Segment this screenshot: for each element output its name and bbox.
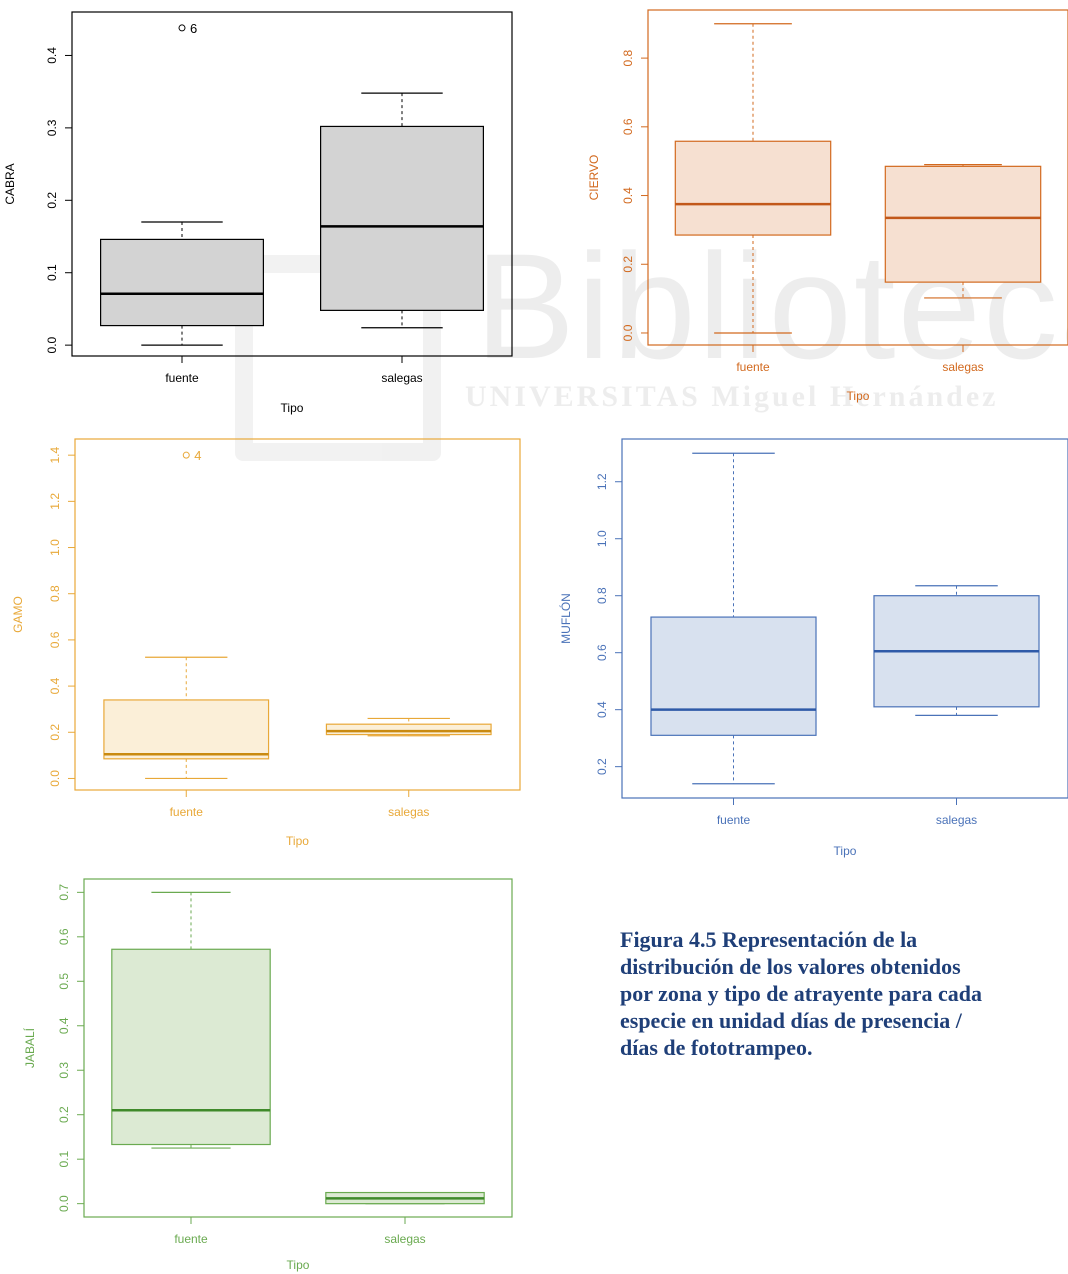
y-tick-label: 0.6: [57, 928, 71, 945]
box-iqr: [320, 125, 485, 311]
chart-muflon: 0.2 0.4 0.6 0.8 1.0 1.2 fuente salegas MUFLÓN Tip…: [558, 438, 1068, 858]
y-tick-label: 0.1: [45, 264, 59, 281]
y-tick-label: 0.0: [621, 324, 635, 341]
y-tick-label: 0.2: [48, 724, 62, 741]
x-axis-label: Tipo: [281, 401, 304, 415]
y-tick-label: 0.8: [48, 585, 62, 602]
x-tick-label: salegas: [381, 371, 422, 385]
outlier-label: 4: [194, 448, 201, 463]
plot-frame: [83, 878, 513, 1218]
chart-jabali: 0.0 0.1 0.2 0.3 0.4 0.5 0.6 0.7 fuente salegas JAB…: [22, 878, 513, 1272]
plot-frame: [71, 11, 513, 357]
outlier-point: [178, 24, 186, 32]
y-tick-label: 0.0: [57, 1195, 71, 1212]
y-tick-label: 0.3: [45, 119, 59, 136]
y-axis-label: CIERVO: [587, 155, 601, 201]
plot-frame: [647, 9, 1068, 346]
x-tick-label: fuente: [165, 371, 199, 385]
box-iqr: [650, 616, 817, 736]
chart-gamo: 0.0 0.2 0.4 0.6 0.8 1.0 1.2 1.4 4 fuente salegas GA…: [11, 438, 521, 848]
x-tick-label: salegas: [942, 360, 983, 374]
x-axis-label: Tipo: [286, 834, 309, 848]
x-tick-label: salegas: [388, 805, 429, 819]
box-iqr: [111, 948, 271, 1146]
y-tick-label: 0.2: [621, 256, 635, 273]
y-tick-label: 1.4: [48, 447, 62, 464]
box-iqr: [884, 165, 1042, 283]
chart-ciervo: 0.0 0.2 0.4 0.6 0.8 fuente salegas CIERVO Tipo: [587, 9, 1068, 403]
y-tick-label: 0.6: [48, 631, 62, 648]
y-tick-label: 0.0: [48, 770, 62, 787]
x-tick-label: fuente: [170, 805, 204, 819]
box-iqr: [99, 238, 265, 327]
x-axis-label: Tipo: [287, 1258, 310, 1272]
outlier-point: [182, 451, 190, 459]
x-axis-label: Tipo: [834, 844, 857, 858]
y-tick-label: 0.4: [595, 701, 609, 718]
box-iqr: [325, 723, 492, 736]
chart-cabra: 0.0 0.1 0.2 0.3 0.4 6 fuente salegas CABRA Tipo: [3, 11, 513, 415]
x-tick-label: salegas: [936, 813, 977, 827]
plot-frame: [74, 438, 521, 791]
y-tick-label: 0.8: [595, 587, 609, 604]
x-tick-label: fuente: [717, 813, 751, 827]
y-tick-label: 0.0: [45, 336, 59, 353]
y-tick-label: 0.4: [57, 1017, 71, 1034]
x-tick-label: fuente: [736, 360, 770, 374]
y-axis-label: MUFLÓN: [558, 593, 573, 644]
y-tick-label: 1.0: [48, 539, 62, 556]
y-tick-label: 1.0: [595, 530, 609, 547]
y-tick-label: 0.5: [57, 973, 71, 990]
y-tick-label: 1.2: [48, 493, 62, 510]
box-iqr: [674, 140, 832, 236]
y-tick-label: 1.2: [595, 473, 609, 490]
figure-caption: Figura 4.5 Representación de la distribu…: [620, 927, 982, 1060]
y-tick-label: 0.4: [45, 47, 59, 64]
y-tick-label: 0.4: [48, 677, 62, 694]
box-iqr: [103, 699, 270, 760]
y-tick-label: 0.6: [595, 644, 609, 661]
x-tick-label: salegas: [384, 1232, 425, 1246]
outlier-label: 6: [190, 21, 197, 36]
x-tick-label: fuente: [174, 1232, 208, 1246]
y-tick-label: 0.2: [45, 192, 59, 209]
y-tick-label: 0.7: [57, 884, 71, 901]
y-tick-label: 0.2: [57, 1106, 71, 1123]
y-axis-label: JABALÍ: [22, 1027, 37, 1068]
y-tick-label: 0.2: [595, 758, 609, 775]
y-tick-label: 0.8: [621, 49, 635, 66]
x-axis-label: Tipo: [847, 389, 870, 403]
y-tick-label: 0.4: [621, 187, 635, 204]
y-tick-label: 0.6: [621, 118, 635, 135]
y-tick-label: 0.1: [57, 1151, 71, 1168]
y-axis-label: GAMO: [11, 596, 25, 633]
y-tick-label: 0.3: [57, 1062, 71, 1079]
y-axis-label: CABRA: [3, 163, 17, 204]
plot-frame: [621, 438, 1068, 799]
